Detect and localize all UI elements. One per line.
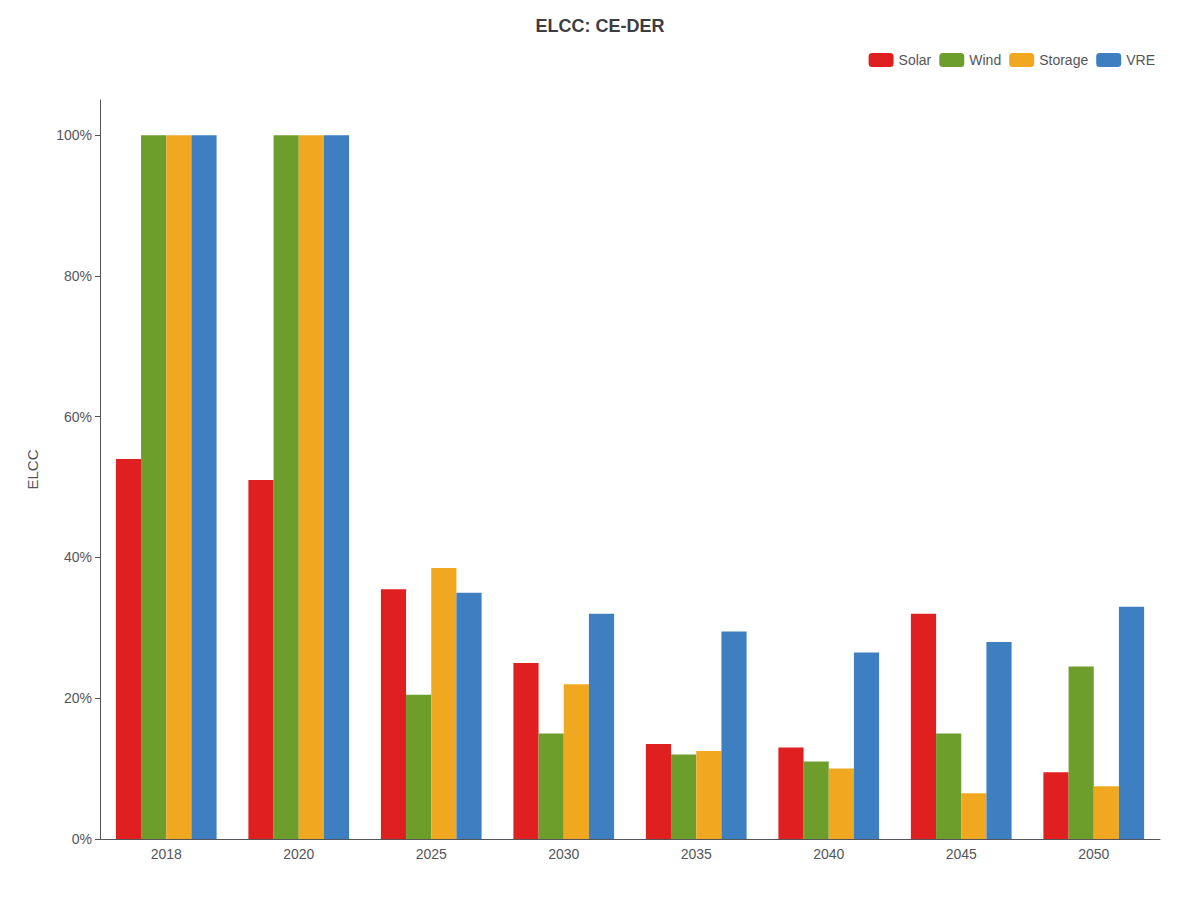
svg-text:20%: 20% <box>64 690 92 706</box>
svg-text:80%: 80% <box>64 268 92 284</box>
svg-text:2040: 2040 <box>813 846 844 862</box>
svg-text:VRE: VRE <box>1126 52 1155 68</box>
svg-text:Solar: Solar <box>899 52 932 68</box>
svg-text:2020: 2020 <box>283 846 314 862</box>
svg-text:40%: 40% <box>64 549 92 565</box>
svg-text:2025: 2025 <box>416 846 447 862</box>
svg-text:2030: 2030 <box>548 846 579 862</box>
svg-text:2018: 2018 <box>151 846 182 862</box>
svg-text:Storage: Storage <box>1039 52 1088 68</box>
svg-text:2045: 2045 <box>946 846 977 862</box>
svg-text:100%: 100% <box>56 127 92 143</box>
svg-text:2035: 2035 <box>681 846 712 862</box>
svg-text:ELCC: ELCC <box>24 449 41 489</box>
svg-text:2050: 2050 <box>1078 846 1109 862</box>
svg-text:0%: 0% <box>72 831 92 847</box>
svg-text:60%: 60% <box>64 409 92 425</box>
svg-text:Wind: Wind <box>969 52 1001 68</box>
svg-text:ELCC: CE-DER: ELCC: CE-DER <box>536 16 665 36</box>
